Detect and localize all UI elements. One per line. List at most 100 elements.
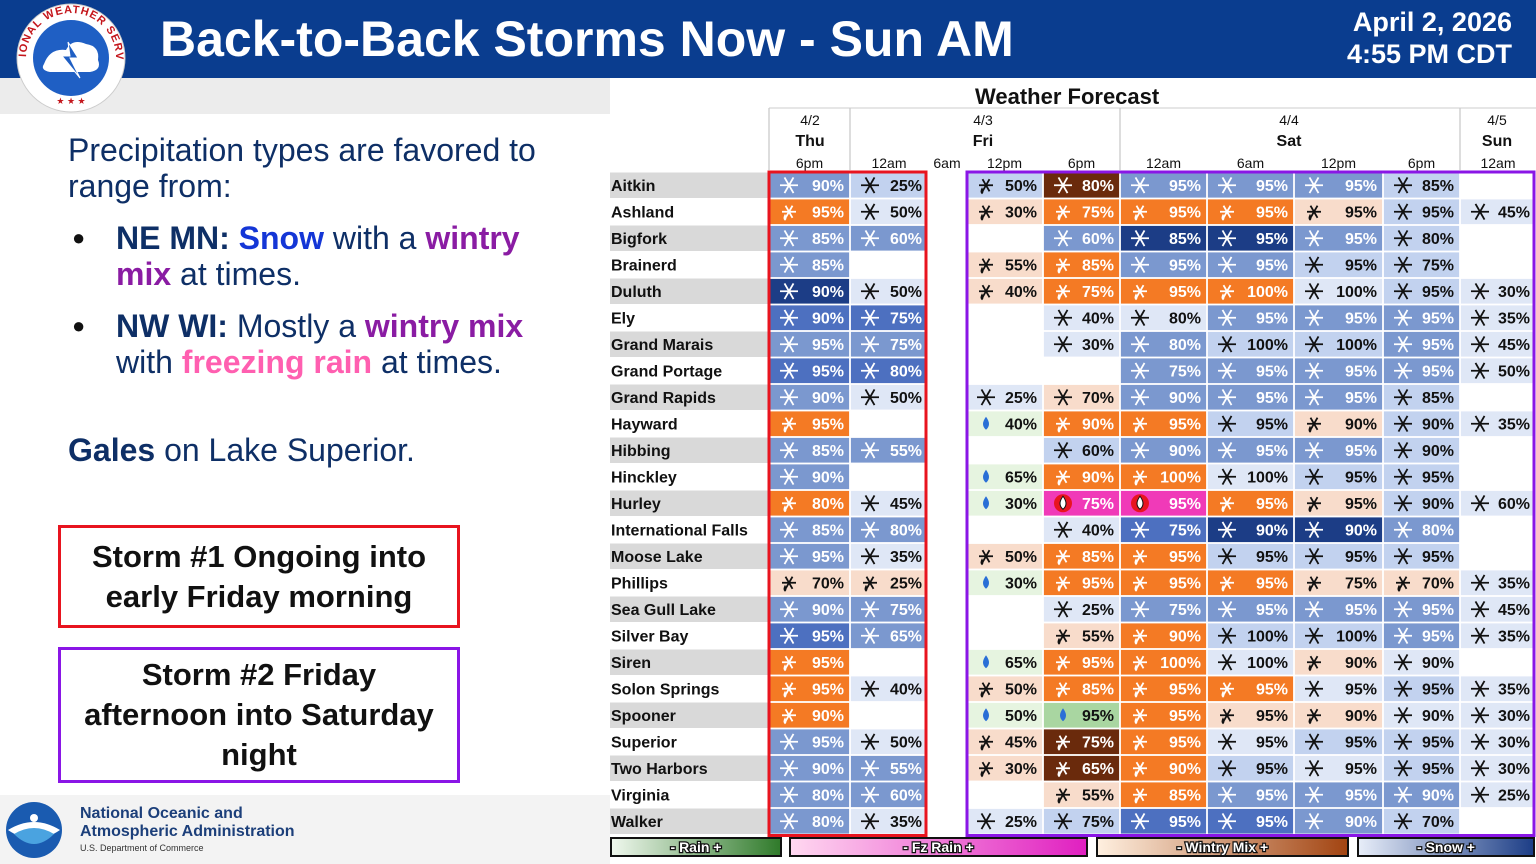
percent-value: 95% xyxy=(1082,576,1114,593)
wintry-mix-icon xyxy=(979,284,993,301)
empty-cell xyxy=(928,808,966,834)
wintry-mix-icon xyxy=(1133,629,1147,645)
percent-value: 80% xyxy=(890,523,922,540)
snowflake-icon xyxy=(1131,309,1149,326)
wintry-mix-icon xyxy=(979,258,993,274)
city-name-bg xyxy=(610,411,769,437)
empty-cell xyxy=(928,782,966,808)
forecast-cell xyxy=(966,675,1043,702)
percent-value: 50% xyxy=(1005,708,1037,725)
percent-value: 75% xyxy=(1082,496,1114,513)
percent-value: 30% xyxy=(1498,708,1530,725)
wintry-mix-icon xyxy=(1220,284,1234,301)
percent-value: 100% xyxy=(1160,470,1201,487)
snowflake-icon xyxy=(1054,389,1072,406)
percent-value: 60% xyxy=(890,231,922,248)
wintry-mix-icon xyxy=(1307,417,1321,433)
percent-value: 95% xyxy=(812,417,844,434)
snowflake-icon xyxy=(861,813,879,830)
storm1-outline xyxy=(767,170,928,837)
percent-value: 50% xyxy=(1498,364,1530,381)
percent-value: 80% xyxy=(1082,178,1114,195)
city-name: Grand Portage xyxy=(611,364,722,381)
percent-value: 90% xyxy=(1345,523,1377,540)
percent-value: 95% xyxy=(812,337,844,354)
percent-value: 95% xyxy=(1256,417,1288,434)
snowflake-icon xyxy=(1394,680,1412,697)
percent-value: 60% xyxy=(1082,443,1114,460)
snowflake-icon xyxy=(780,389,798,406)
wintry-mix-icon xyxy=(1133,655,1147,672)
percent-value: 95% xyxy=(1256,735,1288,752)
empty-cell xyxy=(1460,225,1536,251)
city-name: Bigfork xyxy=(611,231,667,248)
forecast-cell xyxy=(850,225,928,252)
empty-cell xyxy=(928,384,966,410)
empty-cell xyxy=(850,252,928,278)
city-name-bg xyxy=(610,437,769,463)
snowflake-icon xyxy=(1054,601,1072,618)
percent-value: 95% xyxy=(1345,258,1377,275)
legend-bar xyxy=(1357,837,1535,857)
snowflake-icon xyxy=(1131,389,1149,406)
percent-value: 95% xyxy=(1082,655,1114,672)
wintry-mix-icon xyxy=(782,417,796,433)
percent-value: 95% xyxy=(812,205,844,222)
wintry-mix-icon xyxy=(1056,655,1070,672)
percent-value: 95% xyxy=(1256,708,1288,725)
percent-value: 100% xyxy=(1247,655,1288,672)
city-name-bg xyxy=(610,331,769,357)
percent-value: 40% xyxy=(1082,311,1114,328)
city-name-bg xyxy=(610,570,769,596)
wintry-mix-icon xyxy=(1133,205,1147,221)
snowflake-icon xyxy=(1218,309,1236,326)
percent-value: 75% xyxy=(890,602,922,619)
percent-value: 75% xyxy=(1082,205,1114,222)
percent-value: 95% xyxy=(812,629,844,646)
wintry-mix-icon xyxy=(1056,735,1070,751)
percent-value: 25% xyxy=(890,576,922,593)
percent-value: 95% xyxy=(1256,231,1288,248)
empty-cell xyxy=(928,225,966,251)
snowflake-icon xyxy=(861,733,879,750)
snowflake-icon xyxy=(1394,654,1412,671)
empty-cell xyxy=(928,543,966,569)
percent-value: 100% xyxy=(1247,470,1288,487)
percent-value: 90% xyxy=(1345,655,1377,672)
snowflake-icon xyxy=(1305,362,1323,379)
percent-value: 85% xyxy=(812,231,844,248)
wintry-mix-icon xyxy=(1056,682,1070,698)
percent-value: 100% xyxy=(1247,629,1288,646)
percent-value: 95% xyxy=(1345,443,1377,460)
day-date: 4/4 xyxy=(1279,112,1299,128)
forecast-cell xyxy=(966,410,1043,437)
svg-text:★ ★ ★: ★ ★ ★ xyxy=(56,96,85,106)
wintry-mix-icon xyxy=(1056,761,1070,778)
snowflake-icon xyxy=(1471,786,1489,803)
snowflake-icon xyxy=(1394,256,1412,273)
percent-value: 30% xyxy=(1082,337,1114,354)
percent-value: 90% xyxy=(812,470,844,487)
percent-value: 55% xyxy=(1082,629,1114,646)
percent-value: 70% xyxy=(1422,576,1454,593)
time-label: 6am xyxy=(933,155,960,171)
snowflake-icon xyxy=(1394,203,1412,220)
snowflake-icon xyxy=(780,760,798,777)
percent-value: 80% xyxy=(1422,231,1454,248)
empty-cell xyxy=(928,172,966,198)
percent-value: 75% xyxy=(1082,814,1114,831)
percent-value: 90% xyxy=(1082,470,1114,487)
snowflake-icon xyxy=(1471,336,1489,353)
percent-value: 95% xyxy=(1169,178,1201,195)
day-name: Sat xyxy=(1277,133,1303,150)
percent-value: 50% xyxy=(890,284,922,301)
storm2-box: Storm #2 Friday afternoon into Saturday … xyxy=(58,647,460,783)
snowflake-icon xyxy=(1131,362,1149,379)
city-name: Aitkin xyxy=(611,178,655,195)
percent-value: 90% xyxy=(1345,708,1377,725)
wintry-mix-icon xyxy=(979,549,993,566)
snowflake-icon xyxy=(1218,760,1236,777)
snowflake-icon xyxy=(780,336,798,353)
percent-value: 85% xyxy=(812,443,844,460)
percent-value: 95% xyxy=(1256,814,1288,831)
